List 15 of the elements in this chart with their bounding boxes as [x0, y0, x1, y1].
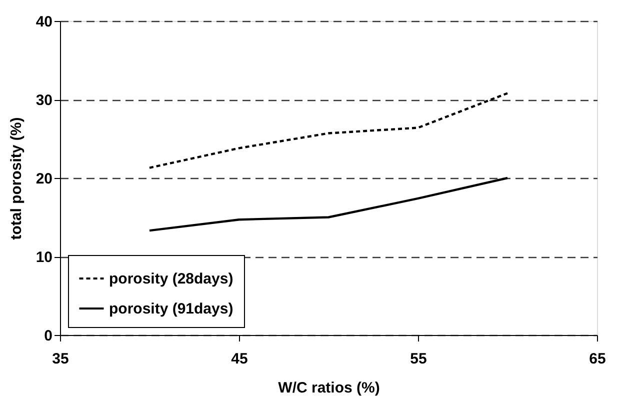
x-tick-label: 55 [410, 350, 427, 368]
y-tick-label: 20 [36, 170, 52, 188]
y-tick-label: 30 [36, 92, 52, 109]
x-axis-title: W/C ratios (%) [278, 380, 380, 396]
line-series [148, 176, 509, 232]
x-tick-label: 65 [589, 350, 606, 368]
y-tick-label: 10 [36, 249, 52, 266]
y-axis-title: total porosity (%) [8, 117, 25, 240]
line-series [148, 92, 509, 169]
legend-label: porosity (28days) [109, 270, 234, 288]
y-tick-label: 40 [36, 14, 52, 30]
x-tick-label: 35 [52, 350, 69, 368]
y-tick-label: 0 [44, 328, 52, 344]
legend-label: porosity (91days) [109, 300, 234, 318]
x-tick-label: 45 [231, 350, 248, 368]
